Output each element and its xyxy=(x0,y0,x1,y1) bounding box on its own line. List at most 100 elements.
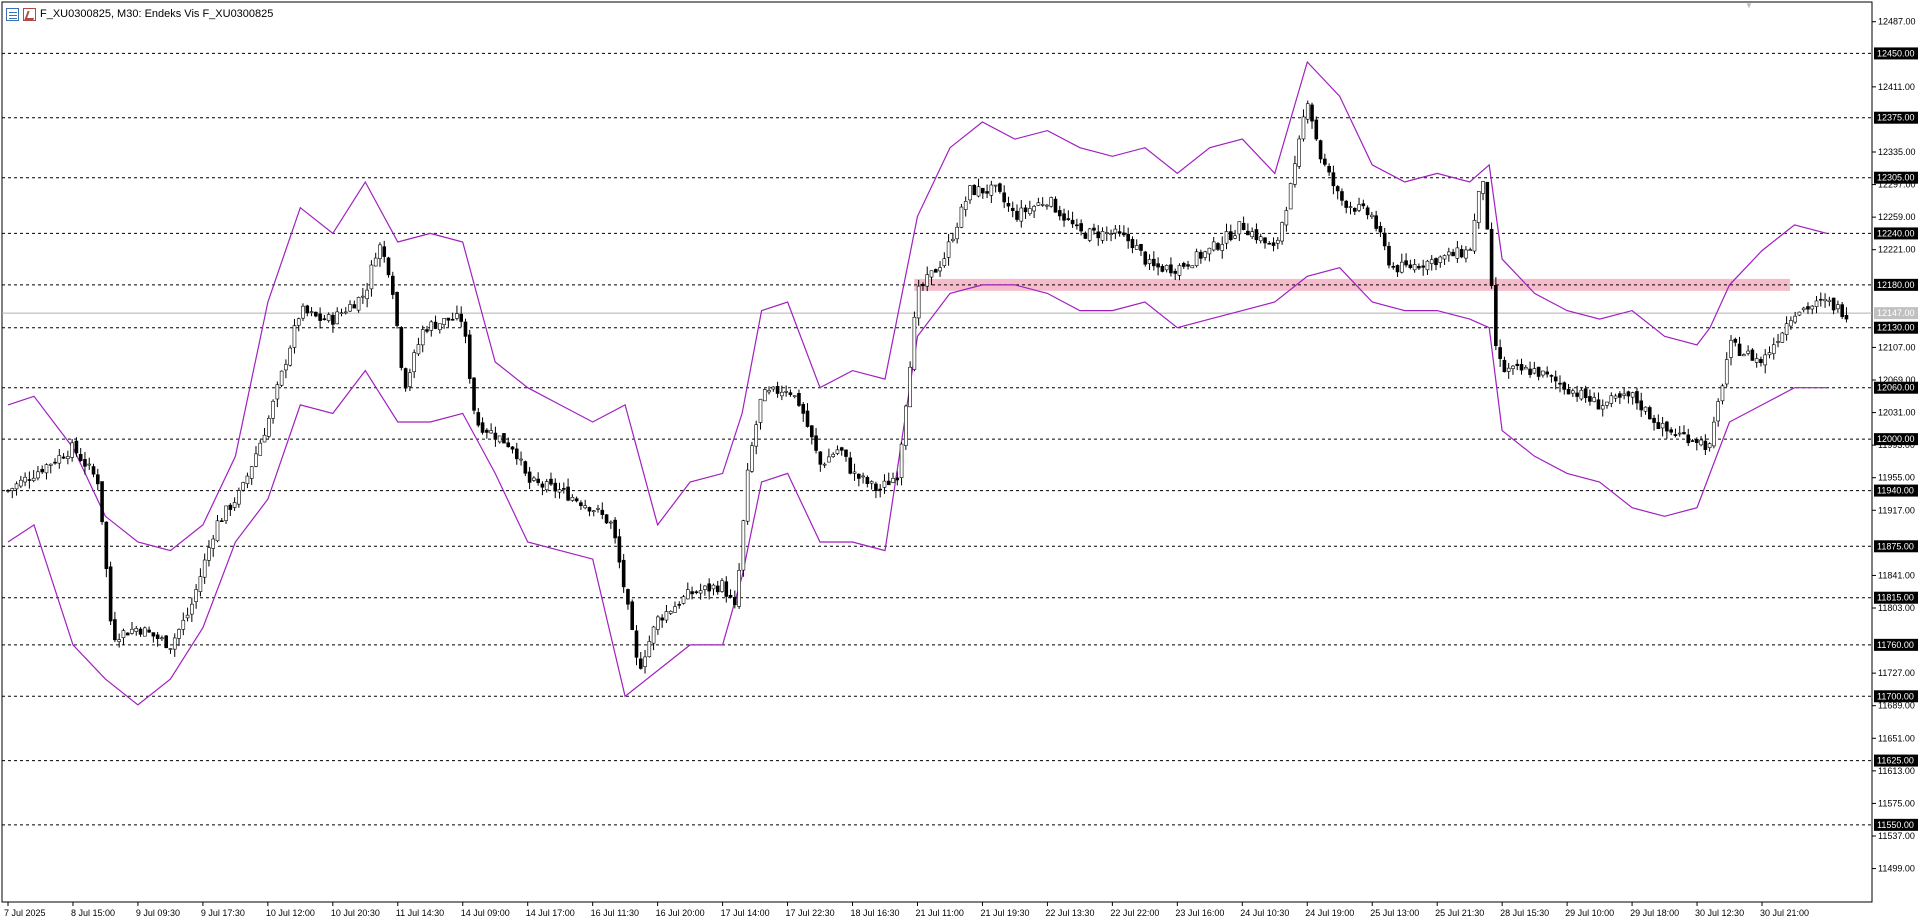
candle-body xyxy=(339,312,344,315)
candle-body xyxy=(23,476,27,483)
y-tick-label: 11499.00 xyxy=(1878,864,1915,874)
candle-body xyxy=(1750,349,1755,361)
candle-body xyxy=(1797,311,1802,316)
candle-body xyxy=(1224,231,1229,244)
list-icon[interactable] xyxy=(6,7,19,21)
candle-body xyxy=(527,471,532,483)
candle-body xyxy=(1104,232,1109,234)
candle-body xyxy=(1301,116,1306,140)
candle-body xyxy=(322,318,327,321)
x-tick-label: 29 Jul 10:00 xyxy=(1565,908,1614,918)
candle-body xyxy=(1092,227,1096,231)
candle-body xyxy=(621,559,626,588)
candle-body xyxy=(942,258,947,266)
candle-body xyxy=(1117,231,1122,234)
candle-body xyxy=(429,321,434,331)
candle-body xyxy=(1746,350,1750,354)
candle-body xyxy=(574,498,579,502)
candle-body xyxy=(331,314,335,325)
candle-body xyxy=(1019,207,1024,222)
candle-body xyxy=(801,404,806,414)
candle-body xyxy=(1759,359,1763,364)
candle-body xyxy=(1382,232,1387,247)
current-price-label-box xyxy=(1874,307,1918,320)
candle-body xyxy=(104,521,109,569)
candle-body xyxy=(1455,247,1460,259)
candle-body xyxy=(707,583,711,592)
candle-body xyxy=(1519,364,1524,371)
candle-body xyxy=(1459,249,1464,258)
candle-body xyxy=(1156,263,1160,268)
candle-body xyxy=(1340,191,1344,201)
candle-body xyxy=(1656,422,1661,430)
candle-body xyxy=(993,184,998,187)
candle-body xyxy=(399,327,404,368)
level-label-box xyxy=(1874,321,1918,334)
candle-body xyxy=(1186,264,1190,267)
candle-body xyxy=(579,502,583,507)
level-label: 12060.00 xyxy=(1877,383,1915,393)
upper-bollinger-band xyxy=(7,60,1828,552)
candle-body xyxy=(361,295,365,298)
candle-body xyxy=(1190,265,1195,269)
candle-body xyxy=(1485,181,1490,230)
candle-body xyxy=(780,391,784,397)
candle-body xyxy=(831,454,835,457)
candle-body xyxy=(275,384,280,400)
candle-body xyxy=(972,184,977,196)
candle-body xyxy=(335,311,340,325)
candle-body xyxy=(1511,365,1515,369)
candle-body xyxy=(737,569,741,607)
candle-body xyxy=(1006,203,1011,207)
candle-body xyxy=(861,475,865,478)
y-tick-label: 12069.00 xyxy=(1878,375,1916,385)
y-tick-label: 12487.00 xyxy=(1878,17,1916,27)
x-tick-label: 23 Jul 16:00 xyxy=(1175,908,1224,918)
candle-body xyxy=(664,611,669,621)
candle-body xyxy=(557,489,562,493)
y-tick-label: 11613.00 xyxy=(1878,766,1915,776)
candle-body xyxy=(1036,202,1041,206)
candle-body xyxy=(1789,320,1793,327)
y-tick-label: 11841.00 xyxy=(1878,570,1915,580)
candle-body xyxy=(1323,158,1327,165)
candle-body xyxy=(87,463,92,466)
candle-body xyxy=(1057,210,1062,217)
chart-bars-icon[interactable] xyxy=(23,7,36,21)
candle-body xyxy=(1630,392,1635,398)
candle-body xyxy=(1707,443,1712,448)
candle-body xyxy=(369,264,374,290)
candle-body xyxy=(271,400,275,419)
candle-body xyxy=(1806,306,1810,310)
candle-body xyxy=(284,364,288,371)
candle-body xyxy=(1220,244,1225,251)
candle-body xyxy=(1673,434,1678,436)
candle-body xyxy=(835,449,840,454)
candle-body xyxy=(694,591,699,594)
level-label: 11625.00 xyxy=(1877,756,1914,766)
candle-body xyxy=(74,440,79,454)
x-tick-label: 9 Jul 17:30 xyxy=(201,908,245,918)
y-tick-label: 11651.00 xyxy=(1878,733,1915,743)
candle-body xyxy=(378,244,382,260)
candle-body xyxy=(1665,421,1669,432)
level-label: 12240.00 xyxy=(1877,228,1915,238)
level-label: 12450.00 xyxy=(1877,48,1915,58)
candle-body xyxy=(1434,258,1438,266)
candle-body xyxy=(467,334,472,379)
x-tick-label: 17 Jul 22:30 xyxy=(786,908,835,918)
candle-body xyxy=(1605,401,1609,406)
scroll-marker-icon: ▼ xyxy=(1745,1,1753,10)
candle-body xyxy=(502,433,506,444)
candle-body xyxy=(1660,423,1665,429)
candle-body xyxy=(929,270,934,278)
candle-body xyxy=(138,628,143,635)
candle-body xyxy=(733,597,737,606)
candle-body xyxy=(463,321,468,337)
candle-body xyxy=(326,314,331,321)
candle-body xyxy=(630,601,635,630)
candle-body xyxy=(1571,390,1575,394)
candle-body xyxy=(296,318,301,326)
